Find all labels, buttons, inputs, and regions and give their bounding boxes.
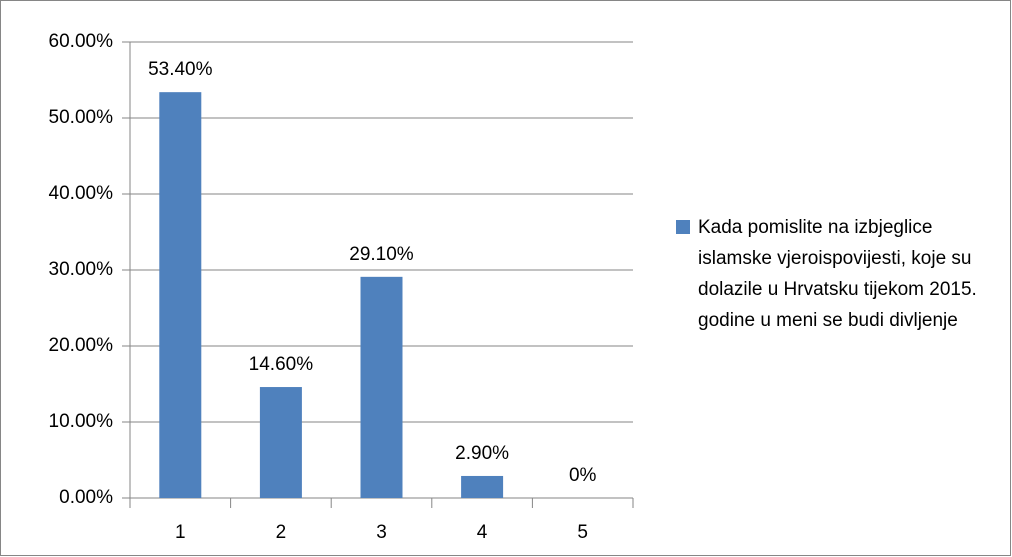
y-tick-label: 50.00% (49, 107, 114, 128)
value-label: 53.40% (148, 59, 213, 80)
bar (461, 475, 504, 498)
legend: Kada pomislite na izbjeglice islamske vj… (676, 212, 986, 336)
y-tick-label: 0.00% (59, 487, 113, 508)
x-tick-label: 2 (276, 522, 287, 543)
value-label: 2.90% (455, 443, 509, 464)
value-label: 0% (569, 465, 597, 486)
y-tick-label: 10.00% (49, 411, 114, 432)
y-tick-label: 30.00% (49, 259, 114, 280)
x-tick-label: 3 (376, 522, 387, 543)
x-tick-label: 5 (577, 522, 588, 543)
bar (259, 387, 302, 498)
legend-swatch (676, 220, 690, 234)
x-tick-label: 1 (175, 522, 186, 543)
y-tick-label: 40.00% (49, 183, 114, 204)
y-tick-label: 20.00% (49, 335, 114, 356)
bar (159, 92, 202, 498)
value-label: 29.10% (349, 244, 414, 265)
legend-label: Kada pomislite na izbjeglice islamske vj… (698, 217, 977, 331)
y-tick-label: 60.00% (49, 31, 114, 52)
bar (360, 276, 403, 498)
x-tick-label: 4 (477, 522, 488, 543)
value-label: 14.60% (249, 354, 314, 375)
